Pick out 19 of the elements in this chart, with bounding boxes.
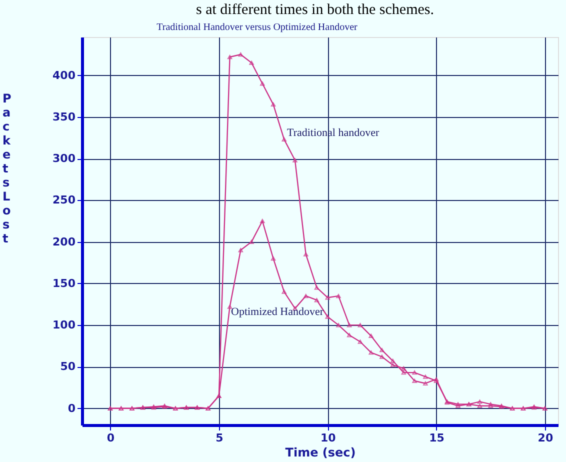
annotation: Optimized Handover xyxy=(231,306,324,318)
y-tick-label: 50 xyxy=(60,360,76,374)
x-tick-label: 15 xyxy=(429,432,444,444)
y-tick-label: 250 xyxy=(52,194,76,207)
y-tick-label: 150 xyxy=(52,276,76,290)
y-tick-label: 400 xyxy=(52,68,76,82)
x-axis-title: Time (sec) xyxy=(285,446,356,460)
y-tick-label: 300 xyxy=(52,152,76,166)
y-tick-label: 200 xyxy=(52,235,76,248)
text: Packets Lost xyxy=(2,92,12,246)
x-tick-label: 20 xyxy=(538,432,554,444)
text: s at different times in both the schemes. xyxy=(196,2,434,18)
x-tick-label: 5 xyxy=(216,432,224,444)
y-tick-label: 0 xyxy=(68,402,76,415)
x-tick-label: 10 xyxy=(320,432,336,444)
chart-title: Traditional Handover versus Optimized Handover xyxy=(156,22,358,33)
x-tick-label: 0 xyxy=(106,432,115,444)
y-tick-label: 100 xyxy=(52,318,76,332)
y-tick-label: 350 xyxy=(52,110,76,124)
